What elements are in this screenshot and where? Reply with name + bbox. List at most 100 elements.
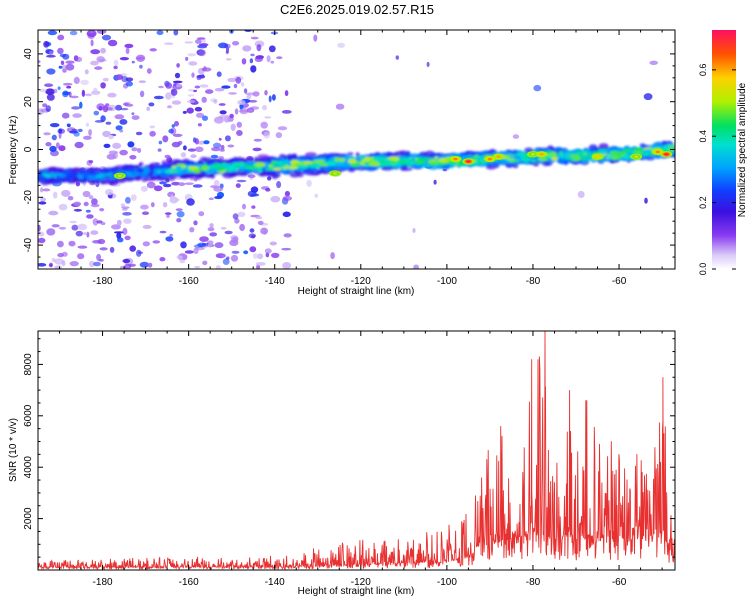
noise-blob xyxy=(172,80,183,84)
noise-blob xyxy=(75,56,83,63)
band-blob xyxy=(139,161,144,167)
band-blob xyxy=(165,175,176,181)
noise-blob xyxy=(138,80,147,83)
band-blob xyxy=(194,173,202,180)
noise-blob xyxy=(236,121,242,128)
noise-blob xyxy=(533,84,542,92)
noise-blob xyxy=(38,263,47,267)
noise-blob xyxy=(232,213,239,220)
band-blob xyxy=(72,178,84,182)
noise-blob xyxy=(146,106,150,112)
noise-blob xyxy=(221,254,225,258)
noise-blob xyxy=(306,179,312,187)
noise-blob xyxy=(249,228,255,233)
spectrogram-x-label: Height of straight line (km) xyxy=(298,286,415,297)
band-core xyxy=(217,167,227,171)
noise-blob xyxy=(184,182,194,185)
noise-blob xyxy=(65,60,75,64)
noise-blob xyxy=(123,218,132,224)
noise-blob xyxy=(100,47,106,54)
band-core xyxy=(350,163,361,167)
band-blob xyxy=(57,168,63,172)
noise-blob xyxy=(193,220,198,226)
noise-blob xyxy=(213,142,222,149)
noise-blob xyxy=(235,76,242,84)
band-blob xyxy=(134,175,142,181)
noise-blob xyxy=(255,216,262,220)
noise-blob xyxy=(165,92,172,100)
noise-blob xyxy=(186,107,194,114)
noise-blob xyxy=(165,236,174,242)
noise-blob xyxy=(109,246,115,253)
noise-blob xyxy=(512,134,520,139)
noise-blob xyxy=(96,56,105,63)
noise-blob xyxy=(203,140,210,145)
band-core xyxy=(201,165,209,171)
noise-blob xyxy=(83,232,87,235)
noise-blob xyxy=(257,220,264,225)
noise-blob xyxy=(156,30,164,36)
band-core xyxy=(438,162,445,166)
noise-blob xyxy=(222,258,230,266)
noise-blob xyxy=(112,152,118,160)
band-blob xyxy=(152,165,161,169)
y-tick-label: 20 xyxy=(23,96,34,108)
y-tick-label: 40 xyxy=(23,48,34,60)
band-blob xyxy=(609,159,620,163)
noise-blob xyxy=(116,219,122,226)
noise-blob xyxy=(140,185,148,192)
band-core xyxy=(312,160,325,163)
noise-blob xyxy=(125,196,131,204)
noise-blob xyxy=(124,101,131,106)
band-blob xyxy=(639,143,646,148)
noise-blob xyxy=(107,39,118,47)
band-core xyxy=(509,156,514,159)
band-blob xyxy=(347,152,354,156)
noise-blob xyxy=(178,182,186,187)
noise-blob xyxy=(40,197,47,202)
band-core xyxy=(622,148,632,153)
noise-blob xyxy=(62,90,69,98)
noise-blob xyxy=(162,202,168,208)
noise-blob xyxy=(136,249,142,257)
band-core xyxy=(171,165,177,169)
noise-blob xyxy=(219,114,230,119)
noise-blob xyxy=(88,129,92,136)
noise-blob xyxy=(224,230,233,235)
band-blob xyxy=(267,171,274,178)
band-blob xyxy=(589,147,595,153)
noise-blob xyxy=(91,198,98,206)
band-blob xyxy=(308,172,320,176)
noise-blob xyxy=(86,30,97,38)
noise-blob xyxy=(124,43,134,49)
noise-blob xyxy=(207,227,215,232)
noise-blob xyxy=(250,53,255,57)
band-blob xyxy=(114,169,126,174)
noise-blob xyxy=(69,30,78,36)
noise-blob xyxy=(147,262,153,268)
noise-blob xyxy=(174,72,181,79)
hotspot-core xyxy=(655,150,660,154)
band-core xyxy=(303,161,310,165)
noise-blob xyxy=(159,181,167,185)
noise-blob xyxy=(237,211,246,217)
noise-blob xyxy=(45,88,55,95)
noise-blob xyxy=(313,34,318,42)
band-core xyxy=(221,163,232,168)
noise-blob xyxy=(162,135,169,143)
band-blob xyxy=(123,173,134,177)
noise-blob xyxy=(213,116,224,124)
band-core xyxy=(584,153,594,158)
noise-blob xyxy=(61,251,68,257)
noise-blob xyxy=(57,47,64,55)
noise-blob xyxy=(86,214,94,219)
band-blob xyxy=(102,173,111,177)
noise-blob xyxy=(77,253,85,260)
noise-blob xyxy=(69,95,79,99)
band-blob xyxy=(287,153,293,160)
noise-blob xyxy=(158,85,164,89)
noise-blob xyxy=(90,60,99,66)
band-core xyxy=(664,144,670,149)
noise-blob xyxy=(159,230,167,234)
noise-blob xyxy=(42,188,51,192)
